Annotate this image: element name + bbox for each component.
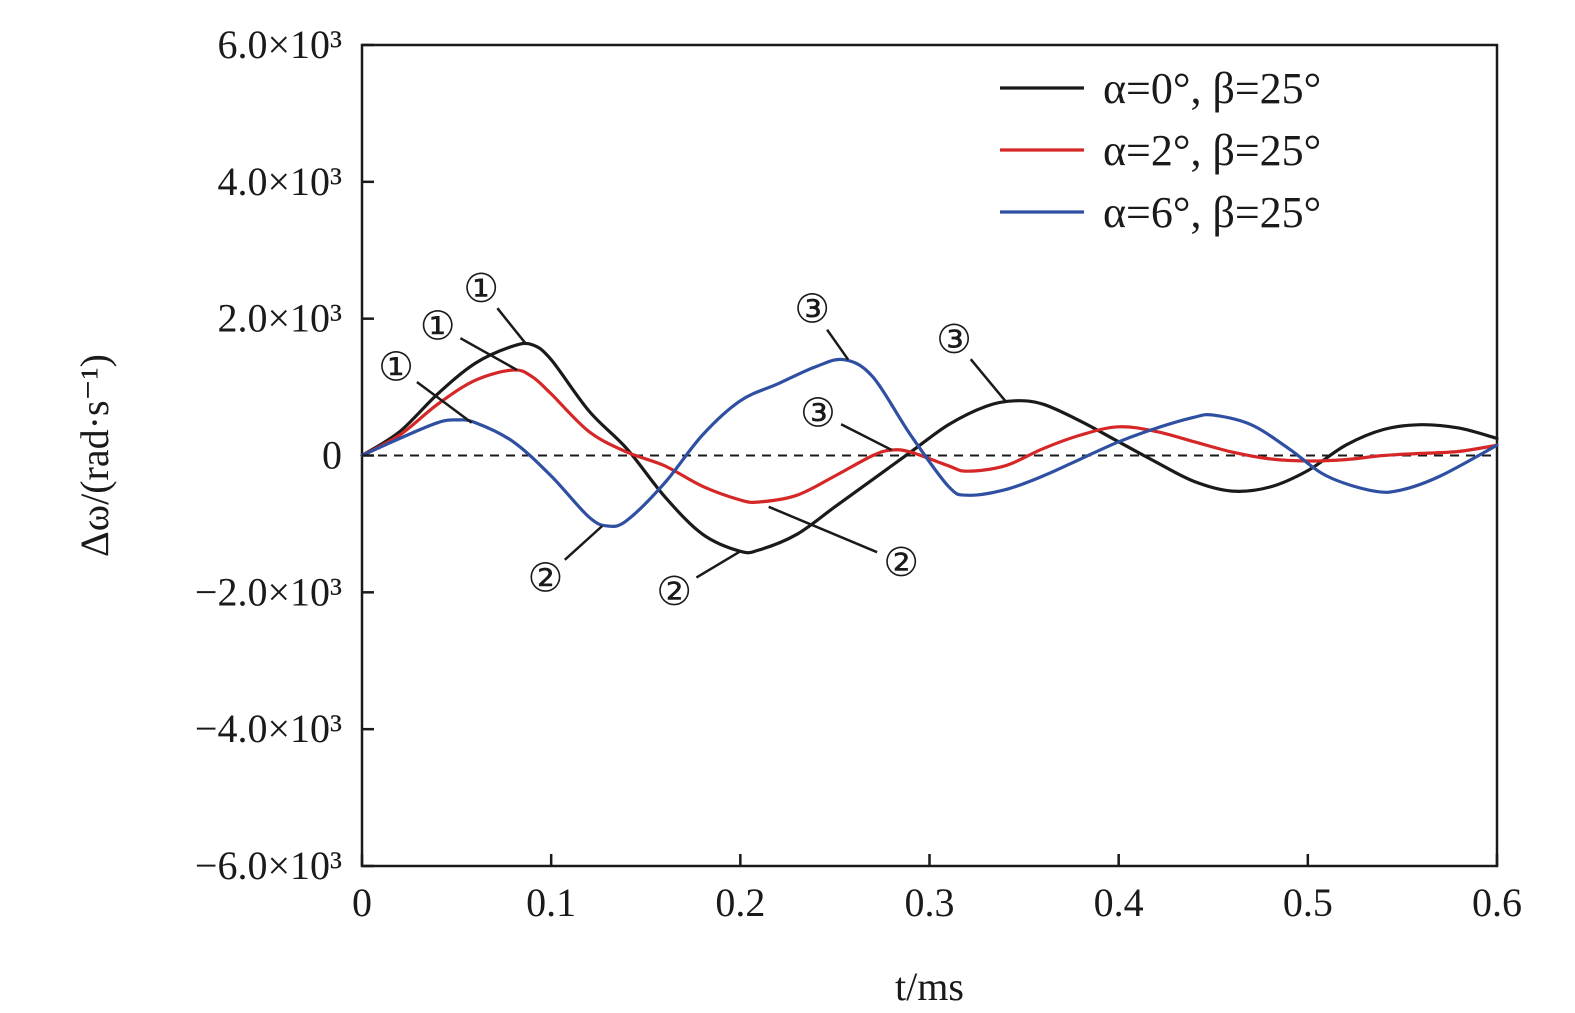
annotation-marker: ② (528, 555, 564, 600)
x-tick-label: 0.2 (715, 880, 765, 925)
y-tick-label: 0 (322, 433, 342, 478)
legend-label-1: α=0°, β=25° (1103, 64, 1321, 113)
x-tick-label: 0.1 (526, 880, 576, 925)
y-tick-label: 6.0×10³ (217, 22, 342, 67)
annotation-leader (496, 307, 528, 346)
annotation-marker: ① (378, 345, 414, 390)
series-line-3 (360, 357, 1499, 528)
x-tick-label: 0.5 (1283, 880, 1333, 925)
legend-label-3: α=6°, β=25° (1103, 188, 1321, 237)
annotation-marker: ② (883, 540, 919, 585)
annotation-leader (969, 358, 1007, 402)
y-tick-label: −6.0×10³ (195, 843, 342, 888)
x-tick-label: 0.6 (1472, 880, 1522, 925)
annotation-leader (459, 337, 518, 372)
legend-label-2: α=2°, β=25° (1103, 126, 1321, 175)
y-axis-label: Δω/(rad·s⁻¹) (72, 354, 117, 557)
x-tick-label: 0.4 (1094, 880, 1144, 925)
x-tick-label: 0.3 (905, 880, 955, 925)
series-line-1 (360, 341, 1499, 555)
legend: α=0°, β=25° α=2°, β=25° α=6°, β=25° (1000, 64, 1321, 237)
annotation-marker: ③ (800, 390, 836, 435)
annotation-leader (563, 525, 604, 561)
x-axis-label: t/ms (895, 964, 964, 1009)
annotation-marker: ③ (936, 317, 972, 362)
annotation-leader (416, 380, 473, 424)
annotation-marker: ② (656, 569, 692, 614)
plot-area (360, 43, 1499, 868)
annotation-leader (768, 505, 878, 554)
y-tick-label: −4.0×10³ (195, 706, 342, 751)
annotation-leader (840, 423, 893, 452)
annotation-leader (695, 550, 741, 579)
y-tick-label: 2.0×10³ (217, 296, 342, 341)
annotation-leader (826, 328, 850, 361)
annotation-marker: ① (463, 266, 499, 311)
annotation-marker: ① (420, 304, 456, 349)
y-tick-label: −2.0×10³ (195, 569, 342, 614)
axes: 0 0.1 0.2 0.3 0.4 0.5 0.6 6.0×10³ 4.0×10³ 2.0×10³… (72, 22, 1522, 1009)
y-tick-label: 4.0×10³ (217, 159, 342, 204)
x-tick-label: 0 (352, 880, 372, 925)
series-group (360, 341, 1499, 555)
series-line-2 (360, 368, 1499, 505)
annotation-marker: ③ (794, 286, 830, 331)
